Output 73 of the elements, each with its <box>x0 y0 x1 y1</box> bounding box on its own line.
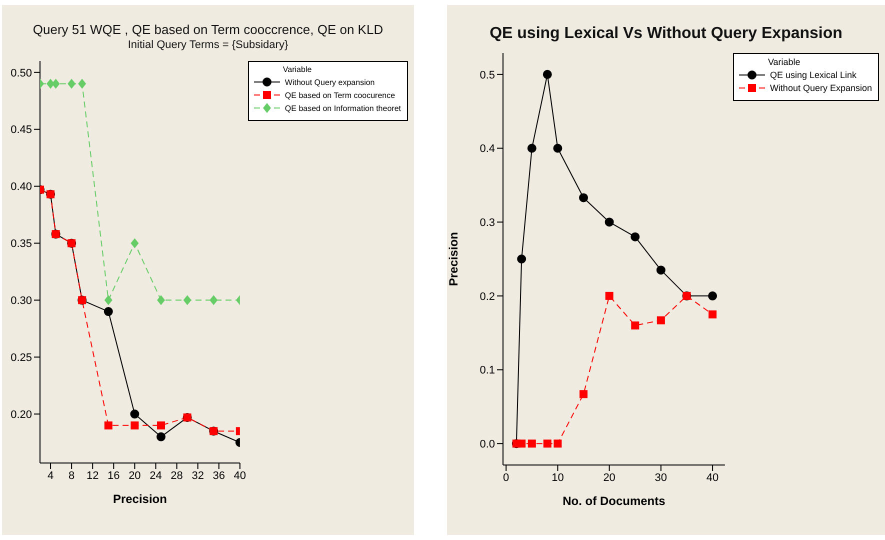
x-tick-label: 30 <box>654 472 668 484</box>
y-axis-title: Precision <box>446 232 460 286</box>
point <box>630 232 640 242</box>
point <box>518 440 526 448</box>
legend-label: QE using Lexical Link <box>770 70 856 80</box>
point <box>527 144 536 153</box>
point <box>580 390 588 398</box>
y-tick-label: 0.4 <box>480 143 495 156</box>
point <box>52 78 60 89</box>
point <box>130 421 139 430</box>
point <box>553 144 562 153</box>
y-tick-label: 0.30 <box>10 295 32 308</box>
legend-label: QE based on Information theoret <box>284 104 401 112</box>
point <box>543 440 552 448</box>
point <box>156 432 166 442</box>
y-tick-label: 0.50 <box>10 67 32 80</box>
point <box>631 321 640 330</box>
point <box>157 295 166 306</box>
point <box>579 193 588 202</box>
point <box>604 218 614 227</box>
legend-label: QE based on Term coocurence <box>284 90 396 100</box>
point <box>605 292 614 300</box>
point <box>656 316 665 324</box>
legend-title: Variable <box>766 57 802 67</box>
x-axis-title: Precision <box>112 492 167 506</box>
legend-label: Without Query expansion <box>284 78 375 86</box>
point <box>656 266 666 275</box>
point <box>68 78 76 89</box>
point <box>183 295 192 306</box>
legend-title: Variable <box>282 65 313 74</box>
y-tick-label: 0.2 <box>480 290 495 303</box>
point <box>78 78 86 89</box>
chart-title: QE using Lexical Vs Without Query Expansion <box>488 25 844 43</box>
x-tick-label: 20 <box>603 472 616 484</box>
point <box>210 295 218 306</box>
x-tick-label: 40 <box>706 472 719 484</box>
point <box>104 295 112 306</box>
y-tick-label: 0.20 <box>10 408 32 421</box>
x-tick-label: 24 <box>150 470 162 482</box>
point <box>708 310 717 318</box>
legend-label: Without Query Expansion <box>770 83 872 93</box>
y-tick-label: 0.45 <box>10 124 32 136</box>
x-tick-label: 28 <box>170 470 183 482</box>
y-tick-label: 0.1 <box>480 364 495 377</box>
x-tick-label: 8 <box>68 470 75 482</box>
point <box>130 410 140 419</box>
point <box>104 421 112 430</box>
x-tick-label: 40 <box>234 470 246 482</box>
point <box>130 238 139 248</box>
y-tick-label: 0.3 <box>480 216 495 229</box>
y-tick-label: 0.40 <box>10 181 32 194</box>
x-tick-label: 10 <box>552 472 564 484</box>
point <box>708 291 718 300</box>
x-tick-label: 12 <box>86 470 99 482</box>
y-tick-label: 0.25 <box>10 352 32 364</box>
point <box>528 440 536 448</box>
x-axis-title: No. of Documents <box>562 494 666 508</box>
chart-title: Query 51 WQE , QE based on Term cooccrence, QE on KLD <box>32 22 384 37</box>
y-tick-label: 0.5 <box>480 69 495 82</box>
x-tick-label: 36 <box>212 470 225 482</box>
point <box>554 440 562 448</box>
point <box>517 254 526 264</box>
x-tick-label: 16 <box>108 470 120 482</box>
x-tick-label: 4 <box>47 470 54 482</box>
point <box>542 70 552 79</box>
chart-subtitle: Initial Query Terms = {Subsidary} <box>126 39 290 51</box>
point <box>157 421 166 430</box>
x-tick-label: 20 <box>128 470 141 482</box>
y-tick-label: 0.35 <box>10 238 32 250</box>
x-tick-label: 32 <box>192 470 204 482</box>
point <box>104 307 113 316</box>
x-tick-label: 0 <box>503 472 510 484</box>
y-tick-label: 0.0 <box>480 438 495 450</box>
